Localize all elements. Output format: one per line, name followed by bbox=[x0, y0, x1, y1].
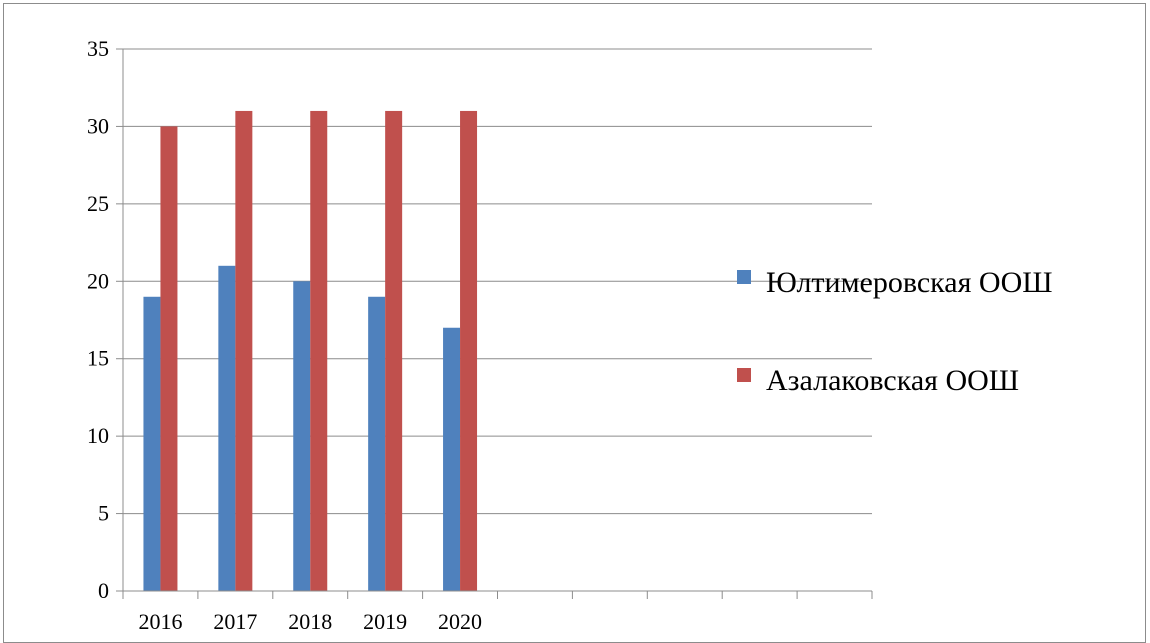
bars bbox=[143, 110, 478, 591]
legend-swatch bbox=[737, 368, 751, 382]
chart-frame bbox=[3, 3, 1146, 643]
x-tick-label: 2016 bbox=[138, 609, 182, 634]
bar-series-2 bbox=[235, 110, 253, 591]
y-tick-label: 15 bbox=[87, 346, 109, 371]
bar-series-1 bbox=[368, 296, 386, 591]
y-tick-label: 0 bbox=[98, 578, 109, 603]
y-tick-label: 5 bbox=[98, 501, 109, 526]
bar-series-2 bbox=[160, 126, 178, 591]
bar-series-2 bbox=[385, 110, 403, 591]
x-tick-label: 2019 bbox=[363, 609, 407, 634]
y-tick-label: 25 bbox=[87, 191, 109, 216]
y-tick-label: 20 bbox=[87, 268, 109, 293]
x-tick-label: 2017 bbox=[213, 609, 257, 634]
legend-label: Юлтимеровская ООШ bbox=[766, 266, 1053, 299]
x-tick-label: 2020 bbox=[438, 609, 482, 634]
y-tick-label: 30 bbox=[87, 113, 109, 138]
y-tick-label: 35 bbox=[87, 36, 109, 61]
axes bbox=[116, 48, 873, 599]
bar-series-1 bbox=[218, 265, 236, 591]
bar-series-1 bbox=[143, 296, 161, 591]
tick-labels: 0 5 10 15 20 25 30 35 2016 2017 2018 2019 2020 bbox=[87, 36, 482, 634]
x-tick-label: 2018 bbox=[288, 609, 332, 634]
legend-swatch bbox=[737, 270, 751, 284]
bar-series-1 bbox=[443, 327, 461, 591]
y-tick-label: 10 bbox=[87, 423, 109, 448]
legend-label: Азалаковская ООШ bbox=[766, 364, 1019, 397]
legend: Юлтимеровская ООШ Азалаковская ООШ bbox=[737, 266, 1053, 397]
bar-series-2 bbox=[460, 110, 478, 591]
bar-series-1 bbox=[293, 281, 311, 591]
bar-series-2 bbox=[310, 110, 328, 591]
